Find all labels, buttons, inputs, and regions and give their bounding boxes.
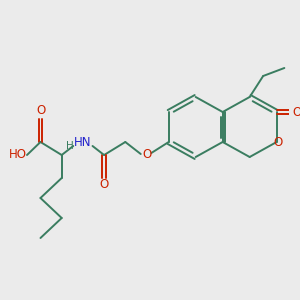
Text: O: O	[37, 104, 46, 118]
Text: O: O	[100, 178, 109, 191]
Text: O: O	[273, 136, 282, 148]
Text: O: O	[292, 106, 300, 118]
Text: O: O	[142, 148, 151, 161]
Text: HO: HO	[9, 148, 27, 161]
Text: H: H	[65, 141, 73, 151]
Text: HN: HN	[74, 136, 92, 148]
